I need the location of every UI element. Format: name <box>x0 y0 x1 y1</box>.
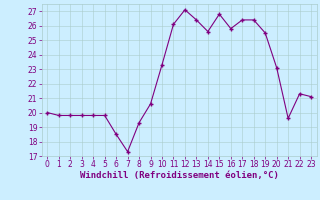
X-axis label: Windchill (Refroidissement éolien,°C): Windchill (Refroidissement éolien,°C) <box>80 171 279 180</box>
